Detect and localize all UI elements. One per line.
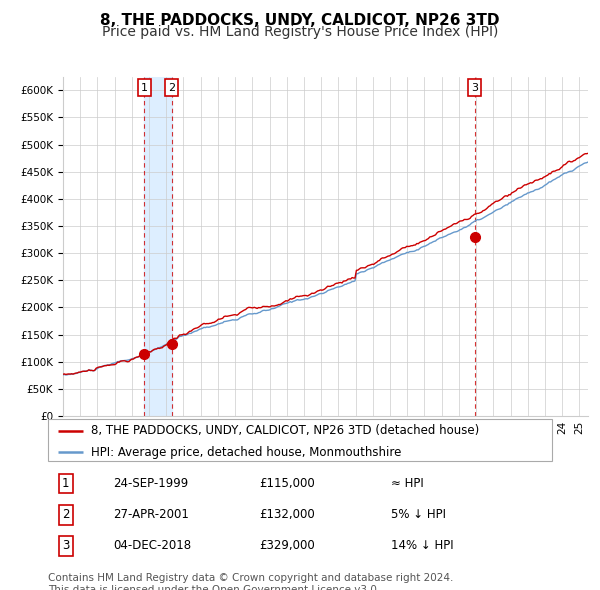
- Text: 14% ↓ HPI: 14% ↓ HPI: [391, 539, 454, 552]
- Text: 2: 2: [62, 508, 70, 522]
- Bar: [145, 77, 172, 416]
- Text: 8, THE PADDOCKS, UNDY, CALDICOT, NP26 3TD: 8, THE PADDOCKS, UNDY, CALDICOT, NP26 3T…: [100, 13, 500, 28]
- FancyBboxPatch shape: [48, 419, 552, 461]
- Text: 27-APR-2001: 27-APR-2001: [113, 508, 190, 522]
- Text: 1: 1: [62, 477, 70, 490]
- Text: Price paid vs. HM Land Registry's House Price Index (HPI): Price paid vs. HM Land Registry's House …: [102, 25, 498, 40]
- Text: 24-SEP-1999: 24-SEP-1999: [113, 477, 189, 490]
- Text: ≈ HPI: ≈ HPI: [391, 477, 424, 490]
- Text: 3: 3: [471, 83, 478, 93]
- Text: 8, THE PADDOCKS, UNDY, CALDICOT, NP26 3TD (detached house): 8, THE PADDOCKS, UNDY, CALDICOT, NP26 3T…: [91, 424, 479, 437]
- Text: 3: 3: [62, 539, 70, 552]
- Text: £329,000: £329,000: [260, 539, 316, 552]
- Text: HPI: Average price, detached house, Monmouthshire: HPI: Average price, detached house, Monm…: [91, 445, 401, 458]
- Text: Contains HM Land Registry data © Crown copyright and database right 2024.
This d: Contains HM Land Registry data © Crown c…: [48, 573, 454, 590]
- Text: £115,000: £115,000: [260, 477, 316, 490]
- Text: 5% ↓ HPI: 5% ↓ HPI: [391, 508, 446, 522]
- Text: 04-DEC-2018: 04-DEC-2018: [113, 539, 191, 552]
- Text: 2: 2: [168, 83, 175, 93]
- Text: £132,000: £132,000: [260, 508, 316, 522]
- Text: 1: 1: [141, 83, 148, 93]
